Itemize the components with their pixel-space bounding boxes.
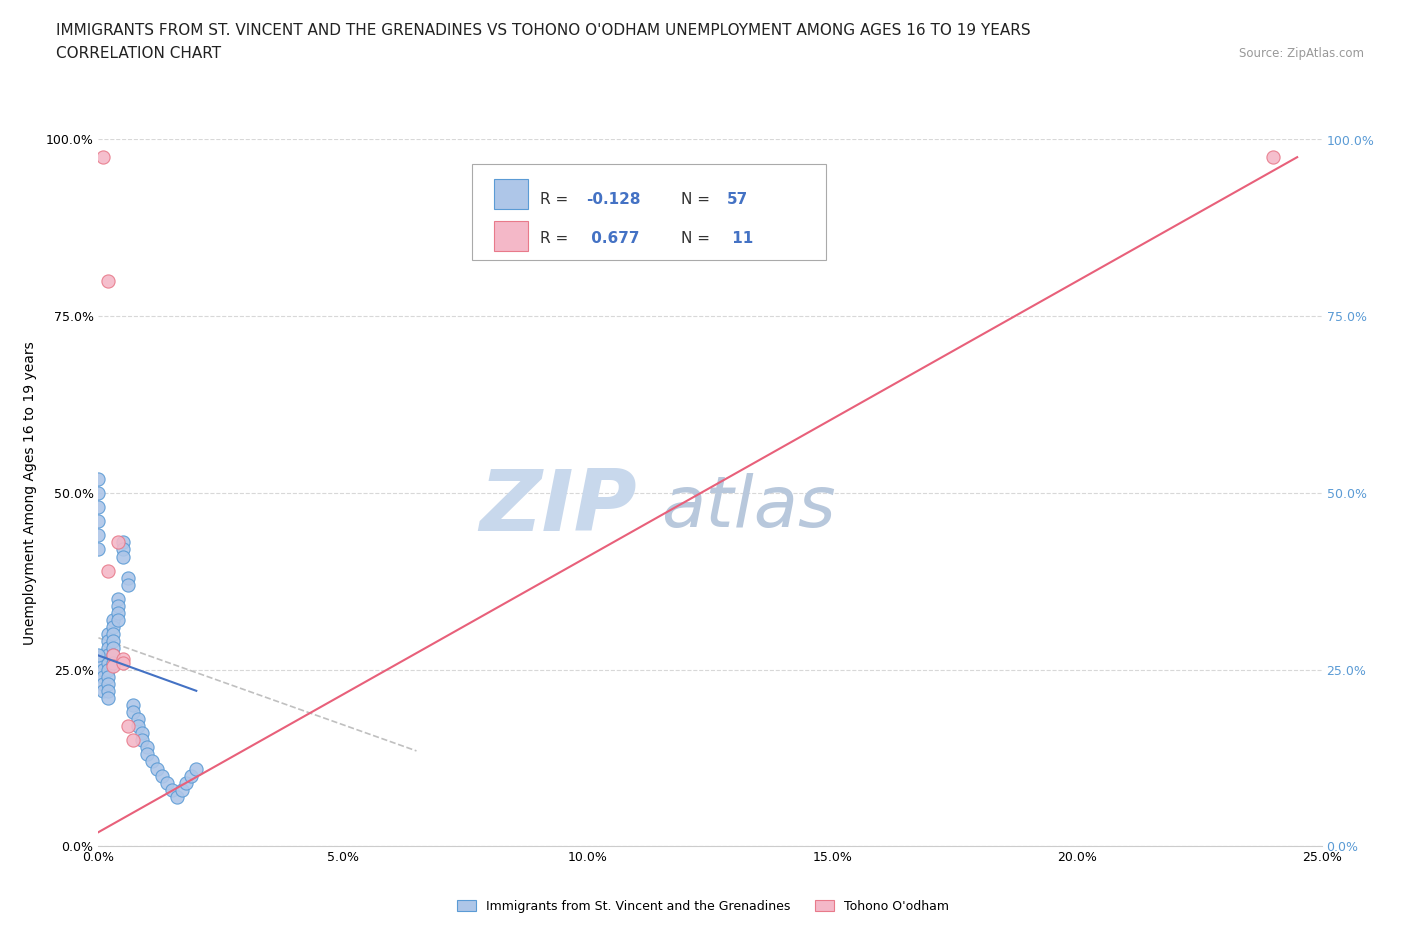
Text: R =: R = <box>540 193 574 207</box>
Point <box>150 768 173 783</box>
Point <box>87 513 110 528</box>
Point <box>117 719 139 734</box>
Text: N =: N = <box>681 193 714 207</box>
Point <box>111 542 134 557</box>
Point <box>87 485 110 500</box>
Point <box>97 634 120 649</box>
Point <box>91 676 114 691</box>
Point <box>111 655 134 670</box>
Point <box>131 725 153 740</box>
Point <box>117 578 139 592</box>
Text: R =: R = <box>540 231 574 246</box>
Point <box>97 627 120 642</box>
Point <box>101 641 124 656</box>
Point <box>87 528 110 543</box>
Point <box>97 648 120 663</box>
Text: N =: N = <box>681 231 714 246</box>
Point <box>111 549 134 564</box>
Text: -0.128: -0.128 <box>586 193 641 207</box>
Point <box>160 782 183 797</box>
Point <box>107 613 129 628</box>
Point <box>107 605 129 620</box>
Point <box>97 690 120 705</box>
Point <box>87 499 110 514</box>
Point <box>146 761 169 776</box>
FancyBboxPatch shape <box>494 179 527 208</box>
Point <box>87 648 110 663</box>
Point <box>97 641 120 656</box>
Text: CORRELATION CHART: CORRELATION CHART <box>56 46 221 61</box>
Text: IMMIGRANTS FROM ST. VINCENT AND THE GRENADINES VS TOHONO O'ODHAM UNEMPLOYMENT AM: IMMIGRANTS FROM ST. VINCENT AND THE GREN… <box>56 23 1031 38</box>
Point <box>97 655 120 670</box>
Y-axis label: Unemployment Among Ages 16 to 19 years: Unemployment Among Ages 16 to 19 years <box>24 341 38 644</box>
Point <box>91 150 114 165</box>
Point <box>176 776 198 790</box>
Point <box>186 761 208 776</box>
Point <box>101 648 124 663</box>
Point <box>101 619 124 634</box>
Point <box>127 719 149 734</box>
Point <box>136 747 159 762</box>
Point <box>121 698 143 712</box>
Point <box>91 684 114 698</box>
Text: 57: 57 <box>727 193 748 207</box>
Point <box>91 670 114 684</box>
Point <box>127 711 149 726</box>
Point <box>131 733 153 748</box>
Point <box>91 662 114 677</box>
Text: atlas: atlas <box>661 472 835 541</box>
Point <box>97 564 120 578</box>
Point <box>101 627 124 642</box>
Point <box>111 652 134 667</box>
Point <box>107 535 129 550</box>
Point <box>101 648 124 663</box>
Legend: Immigrants from St. Vincent and the Grenadines, Tohono O'odham: Immigrants from St. Vincent and the Gren… <box>451 894 955 919</box>
Point <box>97 670 120 684</box>
Point <box>117 570 139 585</box>
Point <box>87 472 110 486</box>
Point <box>141 754 163 769</box>
Point <box>91 648 114 663</box>
Text: Source: ZipAtlas.com: Source: ZipAtlas.com <box>1239 46 1364 60</box>
FancyBboxPatch shape <box>471 165 827 259</box>
Text: 11: 11 <box>727 231 754 246</box>
Point <box>111 535 134 550</box>
Point <box>1261 150 1284 165</box>
Point <box>101 613 124 628</box>
Point <box>107 599 129 614</box>
Point <box>107 591 129 606</box>
Text: ZIP: ZIP <box>479 466 637 549</box>
Point <box>170 782 193 797</box>
Point <box>121 705 143 720</box>
Point <box>156 776 179 790</box>
Point <box>101 655 124 670</box>
Text: 0.677: 0.677 <box>586 231 640 246</box>
Point <box>97 684 120 698</box>
Point <box>97 273 120 288</box>
Point <box>97 676 120 691</box>
FancyBboxPatch shape <box>494 221 527 251</box>
Point <box>91 655 114 670</box>
Point <box>121 733 143 748</box>
Point <box>136 740 159 755</box>
Point <box>97 662 120 677</box>
Point <box>101 658 124 673</box>
Point <box>166 790 188 804</box>
Point <box>180 768 202 783</box>
Point <box>87 542 110 557</box>
Point <box>101 634 124 649</box>
